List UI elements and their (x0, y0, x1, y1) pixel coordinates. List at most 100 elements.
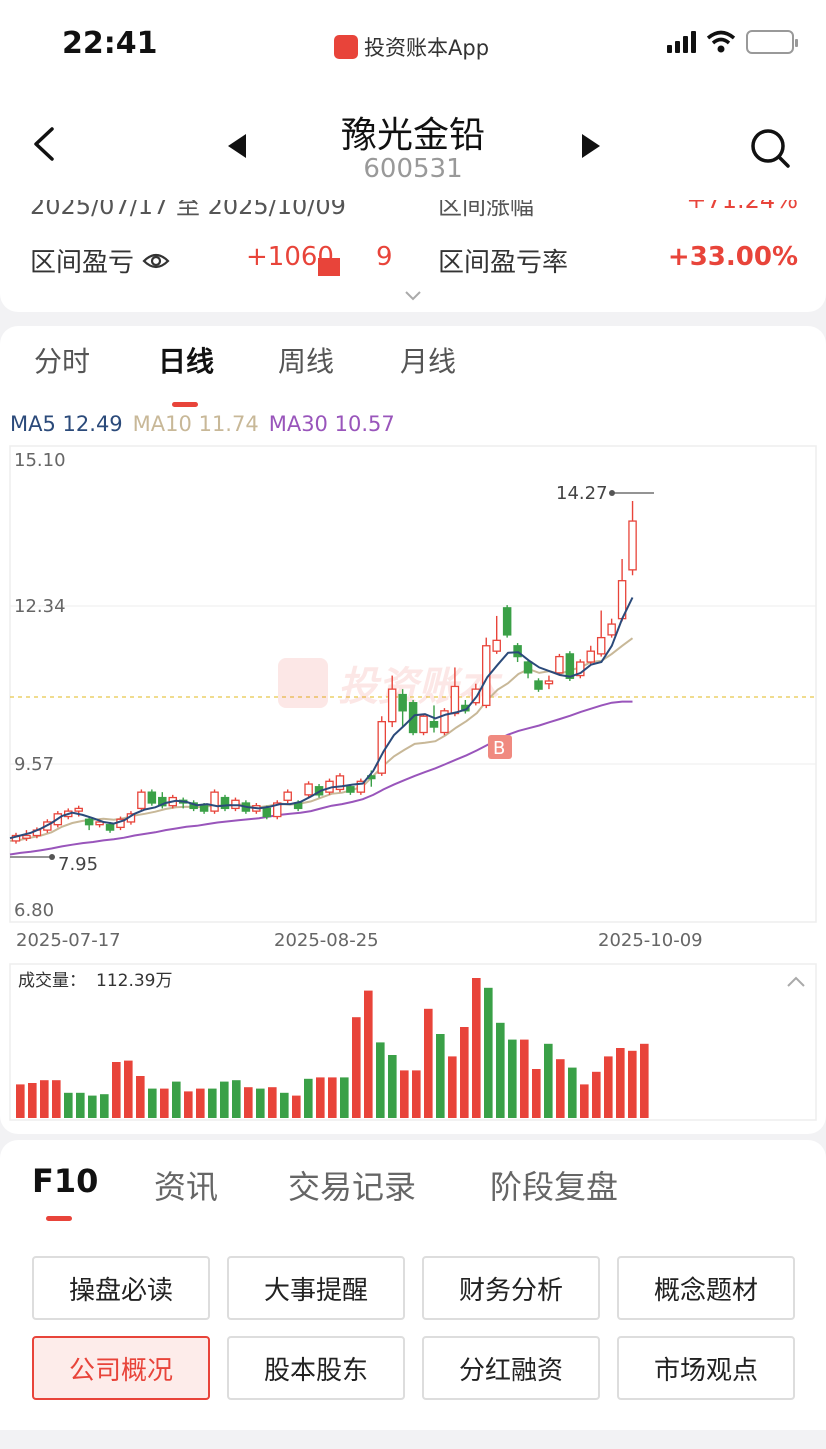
btn-dividends[interactable]: 分红融资 (422, 1336, 600, 1400)
tab-monthly[interactable]: 月线 (400, 345, 457, 378)
wifi-icon (706, 30, 736, 53)
btn-market-views[interactable]: 市场观点 (617, 1336, 795, 1400)
volume-bar (580, 1084, 589, 1118)
min-marker: 7.95 (10, 854, 98, 875)
candle (272, 800, 282, 820)
volume-value: 112.39万 (96, 971, 172, 991)
tab-underline (172, 402, 198, 407)
volume-bar (532, 1069, 541, 1118)
volume-bar (292, 1095, 301, 1118)
range-change-label: 区间涨幅 (438, 200, 534, 220)
f10-card: F10 资讯 交易记录 阶段复盘 操盘必读 大事提醒 财务分析 概念题材 公司概… (0, 1140, 826, 1430)
volume-bar (316, 1077, 325, 1118)
btn-financials[interactable]: 财务分析 (422, 1256, 600, 1320)
expand-chevron-icon[interactable] (404, 290, 422, 302)
volume-bars (16, 978, 649, 1118)
volume-bar (352, 1017, 361, 1118)
candle (523, 659, 533, 679)
clock: 22:41 (62, 26, 158, 61)
min-label: 7.95 (58, 854, 98, 875)
volume-bar (340, 1077, 349, 1118)
eye-icon[interactable] (142, 251, 170, 271)
candle (534, 678, 543, 692)
ma5line (9, 597, 634, 840)
collapse-chevron-icon[interactable] (787, 976, 805, 987)
volume-bar (496, 1022, 505, 1118)
tab-daily[interactable]: 日线 (158, 345, 215, 378)
volume-bar (28, 1083, 37, 1118)
candle (283, 789, 292, 803)
back-icon[interactable] (30, 126, 60, 162)
tab-review[interactable]: 阶段复盘 (490, 1168, 619, 1206)
volume-bar (40, 1080, 49, 1118)
tab-f10[interactable]: F10 (32, 1162, 99, 1200)
y-tick: 12.34 (14, 596, 66, 617)
volume-bar (172, 1081, 181, 1118)
candle (387, 675, 397, 728)
status-app-label[interactable]: 投资账本App (334, 32, 489, 62)
y-tick: 9.57 (14, 754, 54, 775)
ma5-line (9, 597, 634, 840)
volume-bar (388, 1055, 397, 1118)
volume-bar (544, 1043, 553, 1118)
prev-stock-icon[interactable] (228, 134, 246, 158)
tab-trades[interactable]: 交易记录 (288, 1168, 417, 1206)
app-icon (334, 35, 358, 59)
pl-label: 区间盈亏 (30, 242, 170, 279)
ma5-value: 12.49 (62, 412, 123, 436)
candle (555, 653, 564, 676)
btn-events[interactable]: 大事提醒 (227, 1256, 405, 1320)
pl-rate-value: +33.00% (667, 242, 798, 272)
ma30-label: MA30 (268, 412, 328, 436)
buy-marker[interactable]: B (488, 735, 512, 759)
search-icon[interactable] (748, 126, 792, 170)
app-name: 投资账本App (364, 36, 490, 60)
volume-bar (472, 978, 481, 1118)
next-stock-icon[interactable] (582, 134, 600, 158)
candle (220, 794, 230, 812)
volume-bar (436, 1034, 445, 1118)
volume-bar (100, 1094, 109, 1118)
signal-icon (667, 31, 696, 53)
tab-news[interactable]: 资讯 (154, 1168, 219, 1206)
chart-card: 分时 日线 周线 月线 MA5 12.49 MA10 11.74 MA30 10… (0, 326, 826, 1134)
summary-card: 2025/07/17 至 2025/10/09 区间涨幅 +71.24% 区间盈… (0, 200, 826, 312)
ma30-line (9, 700, 633, 856)
volume-bar (328, 1077, 337, 1118)
candle (356, 778, 366, 795)
volume-bar (64, 1092, 73, 1118)
candle (147, 789, 157, 806)
volume-bar (232, 1080, 241, 1118)
f10-tab-underline (46, 1216, 72, 1221)
volume-bar (568, 1067, 577, 1118)
volume-bar (640, 1043, 649, 1118)
volume-bar (76, 1092, 85, 1118)
volume-bar (196, 1088, 205, 1118)
y-tick: 15.10 (14, 450, 66, 471)
volume-bar (376, 1042, 385, 1118)
candle (544, 675, 554, 690)
battery-icon (746, 30, 798, 54)
date-range: 2025/07/17 至 2025/10/09 (30, 200, 346, 220)
kline-chart[interactable]: 15.10 12.34 9.57 6.80 2025-07-17 2025-08… (0, 436, 826, 1126)
max-marker: 14.27 (556, 483, 654, 504)
volume-bar (556, 1059, 565, 1118)
btn-shareholders[interactable]: 股本股东 (227, 1336, 405, 1400)
volume-bar (484, 987, 493, 1118)
btn-trading-guide[interactable]: 操盘必读 (32, 1256, 210, 1320)
btn-concepts[interactable]: 概念题材 (617, 1256, 795, 1320)
candle (607, 618, 616, 638)
pl-label-text: 区间盈亏 (30, 248, 135, 278)
ma30-legend: MA30 10.57 (269, 412, 395, 436)
volume-bar (244, 1087, 253, 1118)
volume-bar (604, 1056, 613, 1118)
tab-weekly[interactable]: 周线 (278, 345, 335, 378)
candle (461, 699, 470, 714)
candle (628, 501, 637, 576)
btn-company-profile[interactable]: 公司概况 (32, 1336, 210, 1400)
candle (377, 716, 386, 776)
tab-intraday[interactable]: 分时 (34, 345, 91, 378)
volume-bar (280, 1092, 289, 1118)
volume-bar (124, 1060, 133, 1118)
volume-bar (112, 1062, 121, 1118)
